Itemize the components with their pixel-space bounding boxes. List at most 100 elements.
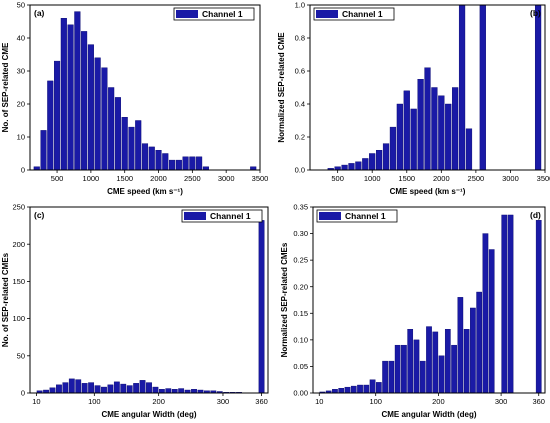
y-tick-label: 150 bbox=[12, 277, 25, 286]
bar bbox=[457, 297, 464, 394]
bar bbox=[152, 386, 159, 394]
bar bbox=[40, 130, 47, 171]
y-tick-label: 0.10 bbox=[293, 335, 308, 344]
bar bbox=[410, 108, 417, 171]
legend-label: Channel 1 bbox=[345, 211, 386, 221]
bar bbox=[413, 339, 420, 394]
bar bbox=[424, 67, 431, 171]
x-axis-label: CME angular Width (deg) bbox=[381, 410, 476, 419]
y-tick-label: 0.05 bbox=[293, 362, 308, 371]
y-tick-label: 0.2 bbox=[295, 133, 305, 142]
y-tick-label: 0.00 bbox=[293, 389, 308, 398]
bar bbox=[56, 384, 62, 394]
bar bbox=[54, 60, 61, 171]
bar bbox=[350, 385, 357, 394]
bar bbox=[67, 24, 74, 171]
y-tick-label: 40 bbox=[17, 34, 25, 43]
bar bbox=[75, 379, 82, 394]
bar bbox=[470, 307, 476, 394]
bar bbox=[148, 146, 155, 171]
plot-frame bbox=[312, 206, 546, 394]
bar bbox=[426, 326, 432, 394]
y-tick-label: 0.0 bbox=[295, 166, 305, 175]
y-tick-label: 0.8 bbox=[295, 34, 305, 43]
bar bbox=[258, 220, 265, 394]
bar bbox=[534, 4, 542, 171]
panel-label: (c) bbox=[34, 210, 45, 220]
bar bbox=[189, 156, 196, 171]
bar bbox=[369, 153, 376, 171]
bar bbox=[101, 386, 107, 394]
x-tick-label: 1000 bbox=[83, 174, 100, 183]
bar bbox=[171, 389, 178, 394]
bar bbox=[401, 344, 407, 394]
bar bbox=[135, 120, 142, 171]
y-axis-label: Normalized SEP-related CMEs bbox=[280, 242, 289, 357]
bar bbox=[389, 126, 397, 171]
bar bbox=[141, 143, 149, 171]
y-tick-label: 0.15 bbox=[293, 309, 308, 318]
bar bbox=[120, 383, 127, 394]
bar bbox=[438, 355, 445, 394]
bar bbox=[417, 79, 424, 171]
bar bbox=[49, 387, 56, 394]
legend-label: Channel 1 bbox=[202, 9, 243, 19]
legend: Channel 1 bbox=[313, 7, 395, 21]
x-tick-label: 3000 bbox=[218, 174, 235, 183]
y-tick-label: 200 bbox=[12, 240, 25, 249]
y-tick-label: 250 bbox=[12, 203, 25, 212]
bar bbox=[113, 381, 120, 394]
bar bbox=[74, 11, 81, 171]
x-tick-label: 500 bbox=[51, 174, 64, 183]
bar bbox=[169, 159, 176, 171]
x-axis-label: CME speed (km s⁻¹) bbox=[390, 187, 466, 196]
x-tick-label: 2500 bbox=[468, 174, 485, 183]
x-tick-label: 200 bbox=[432, 397, 445, 406]
x-tick-label: 3500 bbox=[537, 174, 550, 183]
bar bbox=[382, 360, 388, 394]
bar bbox=[452, 87, 459, 171]
bar bbox=[445, 103, 452, 171]
y-axis-label: No. of SEP-related CME bbox=[1, 42, 10, 132]
bar bbox=[458, 4, 466, 171]
y-tick-label: 50 bbox=[17, 1, 25, 10]
x-tick-label: 2500 bbox=[184, 174, 201, 183]
legend: Channel 1 bbox=[181, 209, 263, 223]
bar bbox=[396, 103, 403, 171]
x-axis-label: CME speed (km s⁻¹) bbox=[107, 187, 183, 196]
bar bbox=[87, 44, 94, 171]
y-tick-label: 0.30 bbox=[293, 229, 308, 238]
bar bbox=[81, 383, 88, 394]
y-tick-label: 0.20 bbox=[293, 282, 308, 291]
bar bbox=[403, 90, 410, 171]
panel-label: (b) bbox=[530, 8, 541, 18]
bar bbox=[363, 384, 370, 394]
chart-panel-a: 500 1000 1500 2000 2500 3000 3500 0 10 20 30 40 50 CM… bbox=[1, 1, 268, 196]
x-tick-label: 1000 bbox=[364, 174, 381, 183]
x-tick-label: 100 bbox=[369, 397, 382, 406]
x-tick-label: 300 bbox=[217, 397, 230, 406]
bar bbox=[419, 360, 426, 394]
bar bbox=[394, 344, 401, 394]
bar bbox=[165, 388, 172, 394]
bar bbox=[432, 331, 439, 394]
bar bbox=[114, 97, 121, 171]
bar bbox=[162, 153, 169, 171]
bar bbox=[488, 249, 495, 394]
x-tick-label: 360 bbox=[255, 397, 268, 406]
legend-label: Channel 1 bbox=[210, 211, 251, 221]
x-tick-label: 10 bbox=[32, 397, 40, 406]
plot-frame bbox=[309, 4, 546, 171]
bar bbox=[535, 220, 542, 394]
bar bbox=[47, 80, 54, 171]
bar bbox=[463, 329, 470, 394]
bar bbox=[355, 161, 362, 171]
bar bbox=[81, 31, 88, 171]
bar bbox=[107, 384, 114, 394]
y-tick-label: 0 bbox=[21, 166, 25, 175]
bar bbox=[126, 385, 133, 394]
bar bbox=[128, 126, 135, 171]
bar bbox=[438, 95, 445, 171]
x-tick-label: 1500 bbox=[116, 174, 133, 183]
